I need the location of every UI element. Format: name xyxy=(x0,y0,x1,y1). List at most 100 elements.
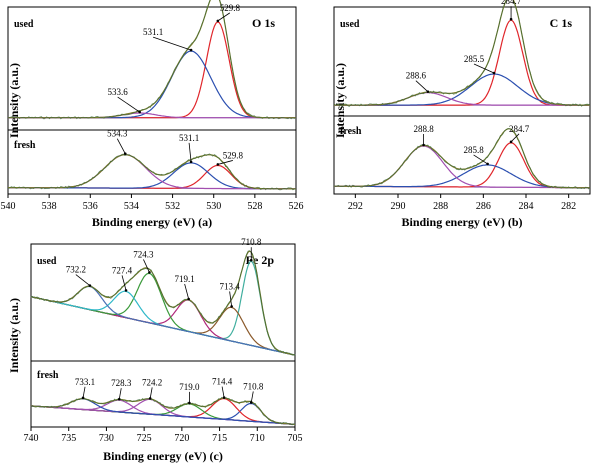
peak-arrow xyxy=(250,391,254,403)
peak-arrowhead xyxy=(189,48,193,52)
subplot-frame-fresh xyxy=(333,115,591,195)
peak-arrowhead xyxy=(187,297,190,301)
x-tick-label: 282 xyxy=(561,201,576,212)
peak-arrowhead xyxy=(123,152,127,155)
x-tick-label: 528 xyxy=(247,201,262,212)
panel-title: C 1s xyxy=(550,16,573,30)
x-tick-label: 720 xyxy=(174,433,189,444)
peak-arrow xyxy=(143,259,150,273)
x-tick-label: 725 xyxy=(137,433,152,444)
peak-label: 724.3 xyxy=(133,249,154,259)
x-tick-label: 730 xyxy=(99,433,114,444)
peak-arrow xyxy=(82,386,86,398)
component-peak-288.8 xyxy=(334,145,590,189)
subplot-tag-fresh: fresh xyxy=(14,140,36,151)
x-tick-label: 286 xyxy=(476,201,491,212)
peak-arrowhead xyxy=(422,143,425,147)
peak-arrowhead xyxy=(509,140,513,144)
peak-arrowhead xyxy=(249,401,253,404)
peak-arrowhead xyxy=(216,19,220,23)
peak-arrowhead xyxy=(230,305,233,308)
raw-spectrum xyxy=(7,0,297,120)
x-tick-label: 715 xyxy=(212,433,227,444)
subplot-tag-used: used xyxy=(340,19,360,30)
peak-arrowhead xyxy=(81,396,85,400)
chart-panel-c: 740 735 730 725 720 715 710 705 Binding energy (… xyxy=(7,237,303,463)
peak-label: 719.0 xyxy=(179,382,200,392)
subplot-tag-fresh: fresh xyxy=(340,126,362,137)
x-tick-label: 536 xyxy=(83,201,98,212)
peak-label: 719.1 xyxy=(175,274,195,284)
subplot-frame-fresh xyxy=(30,360,296,428)
x-tick-label: 292 xyxy=(348,201,363,212)
x-tick-label: 532 xyxy=(165,201,180,212)
peak-label: 714.4 xyxy=(212,377,233,387)
x-axis-label: Binding energy (eV) (a) xyxy=(92,215,212,229)
peak-label: 285.5 xyxy=(464,54,485,64)
peak-arrow xyxy=(152,36,192,51)
peak-label: 531.1 xyxy=(143,27,163,37)
peak-label: 732.2 xyxy=(66,265,86,275)
x-tick-label: 526 xyxy=(289,201,304,212)
chart-panel-b: 292 290 288 286 284 282 Binding energy (eV) (b… xyxy=(333,0,591,229)
peak-label: 531.1 xyxy=(179,133,199,143)
x-axis-label: Binding energy (eV) (c) xyxy=(103,449,223,463)
peak-arrow xyxy=(75,274,91,286)
subplot-tag-used: used xyxy=(14,19,34,30)
raw-spectrum xyxy=(7,153,297,191)
component-peak-531.1 xyxy=(8,50,296,119)
y-axis-label: Intensity (a.u.) xyxy=(333,63,347,138)
peak-arrowhead xyxy=(509,17,513,21)
y-axis-label: Intensity (a.u.) xyxy=(7,298,21,373)
peak-label: 727.4 xyxy=(112,265,133,275)
peak-label: 284.7 xyxy=(501,0,522,6)
peak-label: 284.7 xyxy=(509,124,530,134)
x-tick-label: 534 xyxy=(124,201,139,212)
peak-arrowhead xyxy=(124,289,128,292)
peak-arrowhead xyxy=(222,396,226,399)
panel-title: Fe 2p xyxy=(246,253,275,267)
peak-arrowhead xyxy=(486,162,489,166)
component-peak-529.8 xyxy=(8,164,296,190)
peak-label: 288.6 xyxy=(406,71,427,81)
panel-title: O 1s xyxy=(252,16,275,30)
peak-arrow xyxy=(217,12,231,22)
peak-label: 724.2 xyxy=(142,377,162,387)
peak-label: 710.8 xyxy=(241,237,262,247)
peak-arrow xyxy=(415,80,429,92)
x-tick-label: 290 xyxy=(391,201,406,212)
chart-panel-a: 540 538 536 534 532 530 528 526 Binding energy (… xyxy=(1,0,304,229)
peak-arrow xyxy=(473,154,488,165)
peak-arrow xyxy=(473,63,495,74)
fitted-envelope xyxy=(334,128,591,189)
x-tick-label: 540 xyxy=(1,201,16,212)
peak-arrow xyxy=(117,96,140,113)
peak-arrowhead xyxy=(117,397,121,401)
x-tick-label: 530 xyxy=(206,201,221,212)
peak-arrowhead xyxy=(148,397,152,400)
fitted-envelope xyxy=(334,0,590,106)
peak-label: 529.8 xyxy=(223,150,244,160)
peak-arrowhead xyxy=(249,258,253,262)
peak-label: 288.8 xyxy=(413,124,434,134)
peak-arrow xyxy=(118,388,122,400)
peak-label: 713.4 xyxy=(220,281,241,291)
peak-arrowhead xyxy=(216,163,220,166)
peak-arrow xyxy=(121,275,127,291)
peak-label: 534.3 xyxy=(107,129,128,139)
peak-arrow xyxy=(510,133,520,143)
peak-label: 728.3 xyxy=(111,378,132,388)
peak-label: 285.8 xyxy=(463,145,484,155)
peak-label: 710.8 xyxy=(243,381,264,391)
x-tick-label: 705 xyxy=(288,433,303,444)
peak-arrow xyxy=(229,291,233,307)
component-peak-724.3 xyxy=(30,272,296,356)
x-tick-label: 538 xyxy=(42,201,57,212)
peak-arrowhead xyxy=(492,71,496,75)
peak-label: 533.6 xyxy=(108,87,129,97)
peak-arrow xyxy=(188,142,192,162)
peak-arrowhead xyxy=(188,401,191,405)
peak-arrowhead xyxy=(426,90,430,93)
y-axis-label: Intensity (a.u.) xyxy=(7,63,21,138)
